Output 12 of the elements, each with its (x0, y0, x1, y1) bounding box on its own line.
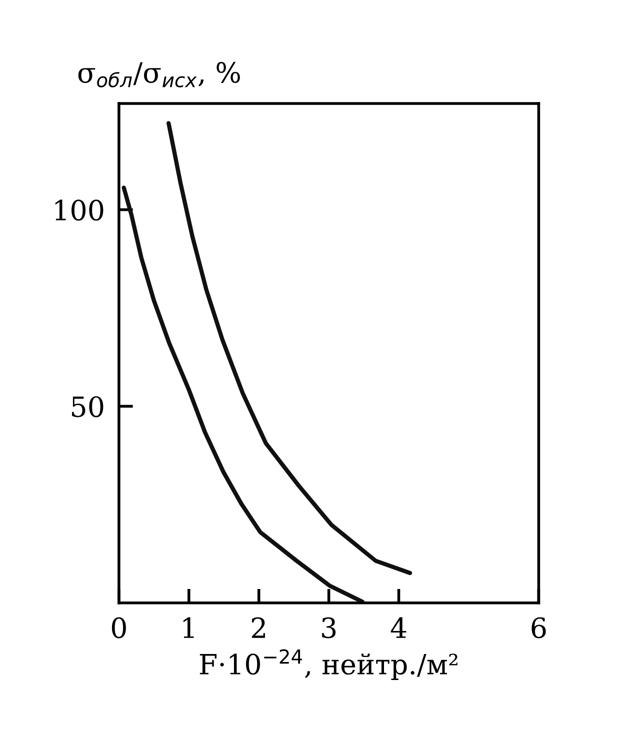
x-tick-label: 3 (322, 617, 336, 638)
line-series (122, 186, 364, 603)
x-tick-label: 6 (532, 617, 546, 638)
x-tick-label: 2 (252, 617, 265, 638)
x-tick-label: 4 (390, 617, 406, 638)
y-axis-title: σ$_{обл}$/σ$_{исх}$, % (78, 62, 240, 88)
x-tick-label: 0 (112, 617, 126, 638)
line-series (166, 121, 412, 576)
y-tick-label: 50 (72, 396, 104, 418)
y-tick-label: 100 (55, 200, 104, 221)
x-tick-label: 1 (183, 617, 194, 638)
x-axis-title: F·10$^{−24}$, нейтр./м² (200, 649, 458, 680)
